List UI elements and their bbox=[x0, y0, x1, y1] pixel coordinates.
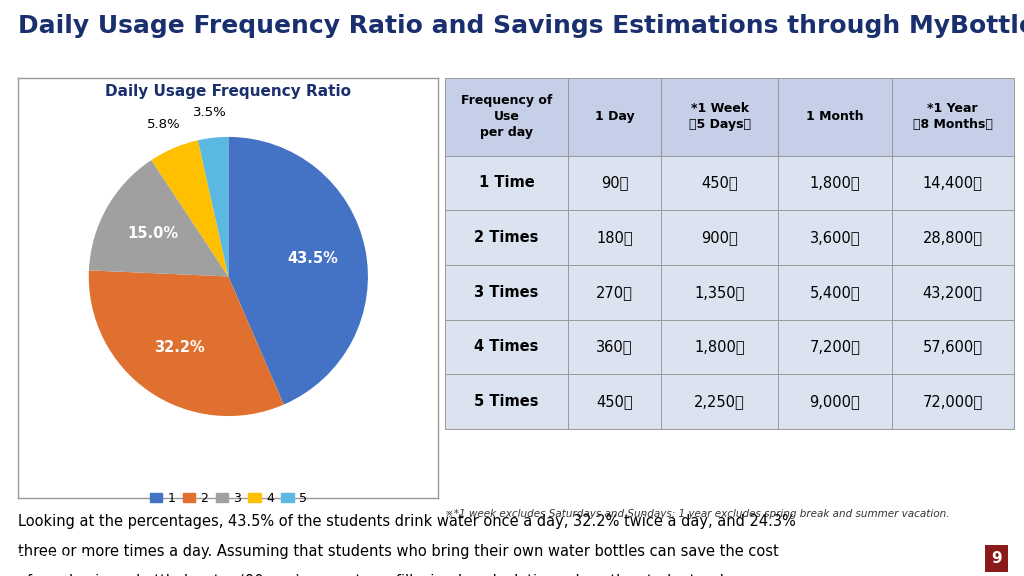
Bar bbox=[892, 156, 1014, 210]
Bar bbox=[778, 78, 892, 156]
Text: 9: 9 bbox=[991, 551, 1001, 566]
Text: *1 Year
（8 Months）: *1 Year （8 Months） bbox=[912, 102, 992, 131]
Text: 3 Times: 3 Times bbox=[474, 285, 539, 300]
Text: 360円: 360円 bbox=[596, 339, 633, 354]
Legend: 1, 2, 3, 4, 5: 1, 2, 3, 4, 5 bbox=[144, 487, 312, 510]
Bar bbox=[445, 374, 567, 429]
Text: 2,250円: 2,250円 bbox=[694, 394, 745, 409]
Bar bbox=[567, 156, 662, 210]
Text: 1,350円: 1,350円 bbox=[694, 285, 744, 300]
Bar bbox=[662, 78, 778, 156]
Text: 14,400円: 14,400円 bbox=[923, 175, 983, 191]
Text: 43.5%: 43.5% bbox=[288, 252, 339, 267]
Text: 32.2%: 32.2% bbox=[154, 340, 205, 355]
Text: 5.8%: 5.8% bbox=[147, 119, 180, 131]
Bar bbox=[892, 265, 1014, 320]
Text: Daily Usage Frequency Ratio: Daily Usage Frequency Ratio bbox=[105, 84, 351, 98]
Text: ※*1 week excludes Saturdays and Sundays; 1 year excludes spring break and summer: ※*1 week excludes Saturdays and Sundays;… bbox=[445, 509, 950, 518]
Text: of purchasing a bottled water (90 yen) per water refill, simple calculations sho: of purchasing a bottled water (90 yen) p… bbox=[18, 574, 769, 576]
Text: 5,400円: 5,400円 bbox=[809, 285, 860, 300]
Bar bbox=[892, 78, 1014, 156]
Text: Daily Usage Frequency Ratio and Savings Estimations through MyBottle Usage: Daily Usage Frequency Ratio and Savings … bbox=[18, 14, 1024, 39]
Bar bbox=[662, 374, 778, 429]
Bar bbox=[778, 265, 892, 320]
Wedge shape bbox=[89, 270, 284, 416]
Text: 9,000円: 9,000円 bbox=[809, 394, 860, 409]
Bar bbox=[662, 265, 778, 320]
Text: 1 Time: 1 Time bbox=[478, 175, 535, 191]
Text: *1 Week
（5 Days）: *1 Week （5 Days） bbox=[689, 102, 751, 131]
Wedge shape bbox=[89, 160, 228, 276]
Text: 15.0%: 15.0% bbox=[128, 226, 178, 241]
Text: 1,800円: 1,800円 bbox=[809, 175, 860, 191]
Bar bbox=[662, 320, 778, 374]
Bar bbox=[567, 320, 662, 374]
Text: 3,600円: 3,600円 bbox=[810, 230, 860, 245]
Text: Looking at the percentages, 43.5% of the students drink water once a day, 32.2% : Looking at the percentages, 43.5% of the… bbox=[18, 514, 797, 529]
Bar bbox=[778, 374, 892, 429]
Text: 4 Times: 4 Times bbox=[474, 339, 539, 354]
Bar bbox=[567, 265, 662, 320]
Text: 57,600円: 57,600円 bbox=[923, 339, 983, 354]
Bar bbox=[445, 156, 567, 210]
Text: 90円: 90円 bbox=[601, 175, 628, 191]
Text: 5 Times: 5 Times bbox=[474, 394, 539, 409]
Bar bbox=[778, 210, 892, 265]
Wedge shape bbox=[152, 141, 228, 276]
Wedge shape bbox=[198, 137, 228, 276]
Text: 43,200円: 43,200円 bbox=[923, 285, 983, 300]
Text: 7,200円: 7,200円 bbox=[809, 339, 860, 354]
Text: 180円: 180円 bbox=[596, 230, 633, 245]
Bar bbox=[445, 78, 567, 156]
Text: 28,800円: 28,800円 bbox=[923, 230, 983, 245]
Text: 1 Month: 1 Month bbox=[806, 110, 863, 123]
Text: 2 Times: 2 Times bbox=[474, 230, 539, 245]
Bar bbox=[778, 156, 892, 210]
Bar bbox=[778, 320, 892, 374]
Bar bbox=[567, 78, 662, 156]
Bar bbox=[445, 320, 567, 374]
Text: 270円: 270円 bbox=[596, 285, 633, 300]
Bar bbox=[662, 210, 778, 265]
Bar bbox=[892, 320, 1014, 374]
Wedge shape bbox=[228, 137, 368, 404]
Bar bbox=[662, 156, 778, 210]
Bar bbox=[567, 374, 662, 429]
Bar bbox=[445, 265, 567, 320]
Text: 450円: 450円 bbox=[596, 394, 633, 409]
Bar bbox=[892, 374, 1014, 429]
Text: 1 Day: 1 Day bbox=[595, 110, 634, 123]
Text: Sophia U: Sophia U bbox=[15, 552, 85, 566]
Text: 72,000円: 72,000円 bbox=[923, 394, 983, 409]
Text: 3.5%: 3.5% bbox=[194, 107, 227, 119]
Bar bbox=[892, 210, 1014, 265]
Text: Frequency of
Use
per day: Frequency of Use per day bbox=[461, 94, 552, 139]
Text: 1,800円: 1,800円 bbox=[694, 339, 745, 354]
Text: 900円: 900円 bbox=[701, 230, 738, 245]
Bar bbox=[445, 210, 567, 265]
Text: three or more times a day. Assuming that students who bring their own water bott: three or more times a day. Assuming that… bbox=[18, 544, 779, 559]
Bar bbox=[567, 210, 662, 265]
Text: 450円: 450円 bbox=[701, 175, 738, 191]
